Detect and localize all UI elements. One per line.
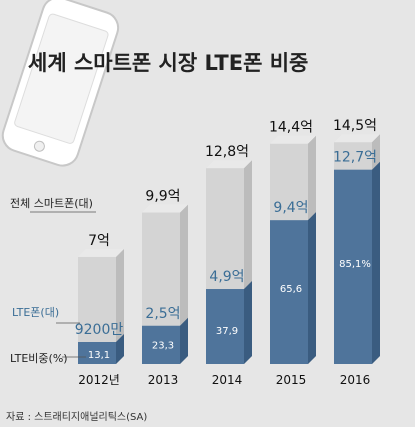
total-value-label: 14,5억 <box>333 118 377 134</box>
category-label: 2015 <box>276 373 307 387</box>
total-bar-top <box>270 135 316 144</box>
lte-value-label: 4,9억 <box>209 269 244 285</box>
lte-share-label: 23,3 <box>152 341 174 352</box>
lte-bar-side <box>308 212 316 364</box>
lte-bar <box>270 220 308 364</box>
source-note: 자료 : 스트래티지애널리틱스(SA) <box>6 412 148 423</box>
annotation-group: 전체 스마트폰(대) LTE폰(대) LTE비중(%) <box>10 197 96 365</box>
lte-share-label: 13,1 <box>88 350 110 361</box>
lte-share-annotation: LTE비중(%) <box>10 352 68 365</box>
lte-value-label: 2,5억 <box>145 306 180 322</box>
lte-share-label: 85,1% <box>339 259 371 270</box>
total-value-label: 12,8억 <box>205 144 249 160</box>
smartphone-illustration <box>1 0 120 167</box>
total-value-label: 7억 <box>88 233 110 249</box>
lte-share-label: 37,9 <box>216 326 238 337</box>
lte-bar <box>78 342 116 364</box>
total-value-label: 14,4억 <box>269 120 313 136</box>
category-label: 2012년 <box>78 373 120 387</box>
lte-bar-side <box>244 281 252 364</box>
total-bar-top <box>334 134 380 143</box>
total-bar-top <box>206 160 252 169</box>
lte-bar <box>206 289 244 364</box>
category-label: 2013 <box>148 373 179 387</box>
lte-value-label: 9200만 <box>75 322 124 338</box>
bar-group: 7억 9200만 13,1 2012년 9,9억 2,5억 23,3 2013 12,8억 4,9… <box>75 118 380 387</box>
category-label: 2016 <box>340 373 371 387</box>
total-annotation: 전체 스마트폰(대) <box>10 197 93 210</box>
lte-value-label: 12,7억 <box>333 150 377 166</box>
total-bar-top <box>78 248 124 257</box>
total-bar-side <box>116 248 124 364</box>
lte-bar-side <box>180 317 188 364</box>
category-label: 2014 <box>212 373 243 387</box>
total-value-label: 9,9억 <box>145 189 180 205</box>
total-bar-top <box>142 204 188 213</box>
chart-title: 세계 스마트폰 시장 LTE폰 비중 <box>28 51 308 75</box>
lte-value-label: 9,4억 <box>273 200 308 216</box>
lte-bar-side <box>116 334 124 364</box>
lte-bar <box>334 169 372 364</box>
lte-bar <box>142 325 180 364</box>
lte-phone-annotation: LTE폰(대) <box>12 306 59 319</box>
lte-share-label: 65,6 <box>280 284 302 295</box>
lte-bar-side <box>372 161 380 364</box>
